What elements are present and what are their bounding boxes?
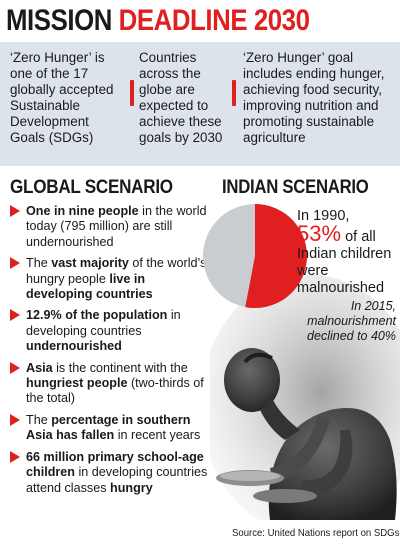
- bullet-text-run: hungry: [110, 480, 153, 495]
- divider-bar-2: [232, 80, 236, 106]
- bullet-text-run: in developing countries attend classes: [26, 465, 208, 495]
- global-bullet-5: The percentage in southern Asia has fall…: [8, 413, 213, 444]
- global-bullet-4: Asia is the continent with the hungriest…: [8, 361, 213, 407]
- divider-bar-1: [130, 80, 134, 106]
- global-bullet-3: 12.9% of the population in developing co…: [8, 308, 213, 354]
- facts-band: ‘Zero Hunger’ is one of the 17 globally …: [0, 42, 400, 166]
- bullet-text-run: 12.9% of the population: [26, 308, 168, 323]
- title-part-deadline: DEADLINE 2030: [118, 4, 310, 37]
- bullet-text-run: live in developing countries: [26, 271, 153, 302]
- malnourished-pie-chart: [203, 204, 307, 308]
- bullet-text-run: of the world’s hungry people: [26, 256, 207, 286]
- bullet-text-run: in the world today (795 million) are sti…: [26, 204, 207, 249]
- bullet-text-run: percentage in southern Asia has fallen: [26, 412, 191, 443]
- global-bullet-1: One in nine people in the world today (7…: [8, 204, 213, 250]
- bullet-arrow-icon: [10, 413, 20, 426]
- global-bullet-6: 66 million primary school-age children i…: [8, 450, 213, 496]
- bullet-text-run: undernourished: [26, 339, 122, 354]
- child-eating-photo: [210, 275, 400, 520]
- title-part-mission: MISSION: [6, 4, 119, 37]
- bullet-arrow-icon: [10, 450, 20, 463]
- bullet-arrow-icon: [10, 309, 20, 322]
- source-credit: Source: United Nations report on SDGs: [232, 528, 400, 539]
- fact-zero-hunger-sdg: ‘Zero Hunger’ is one of the 17 globally …: [10, 50, 114, 145]
- global-scenario-heading: GLOBAL SCENARIO: [10, 177, 173, 198]
- page-title: MISSION DEADLINE 2030: [6, 2, 310, 40]
- bullet-text-run: (two-thirds of the total): [26, 376, 204, 406]
- pie-malnourished-slice: [245, 204, 307, 308]
- bullet-text-run: hungriest people: [26, 376, 128, 391]
- fact-deadline: Countries across the globe are expected …: [139, 50, 223, 145]
- bullet-arrow-icon: [10, 257, 20, 270]
- bullet-text-run: is the continent with the: [52, 360, 188, 375]
- bullet-text-run: The: [26, 256, 52, 271]
- global-scenario-list: One in nine people in the world today (7…: [8, 204, 213, 502]
- bullet-arrow-icon: [10, 361, 20, 374]
- bullet-arrow-icon: [10, 205, 20, 217]
- indian-scenario-heading: INDIAN SCENARIO: [222, 177, 369, 198]
- bullet-text-run: in recent years: [114, 428, 201, 443]
- bullet-text-run: in developing countries: [26, 308, 181, 338]
- bullet-text-run: vast majority: [51, 256, 129, 271]
- stat-1990-suffix: of all Indian children were malnourished: [297, 229, 392, 296]
- bullet-text-run: The: [26, 412, 52, 427]
- stat-1990-value: 53%: [297, 221, 342, 246]
- global-bullet-2: The vast majority of the world’s hungry …: [8, 256, 213, 302]
- bullet-text-run: Asia: [26, 360, 53, 375]
- bullet-text-run: One in nine people: [26, 204, 139, 218]
- stat-2015: In 2015, malnourishment declined to 40%: [307, 299, 396, 343]
- stat-1990-prefix: In 1990,: [297, 208, 350, 224]
- bullet-text-run: 66 million primary school-age children: [26, 449, 204, 480]
- stat-1990: In 1990, 53% of all Indian children were…: [297, 208, 397, 297]
- fact-goal-scope: ‘Zero Hunger’ goal includes ending hunge…: [243, 50, 385, 145]
